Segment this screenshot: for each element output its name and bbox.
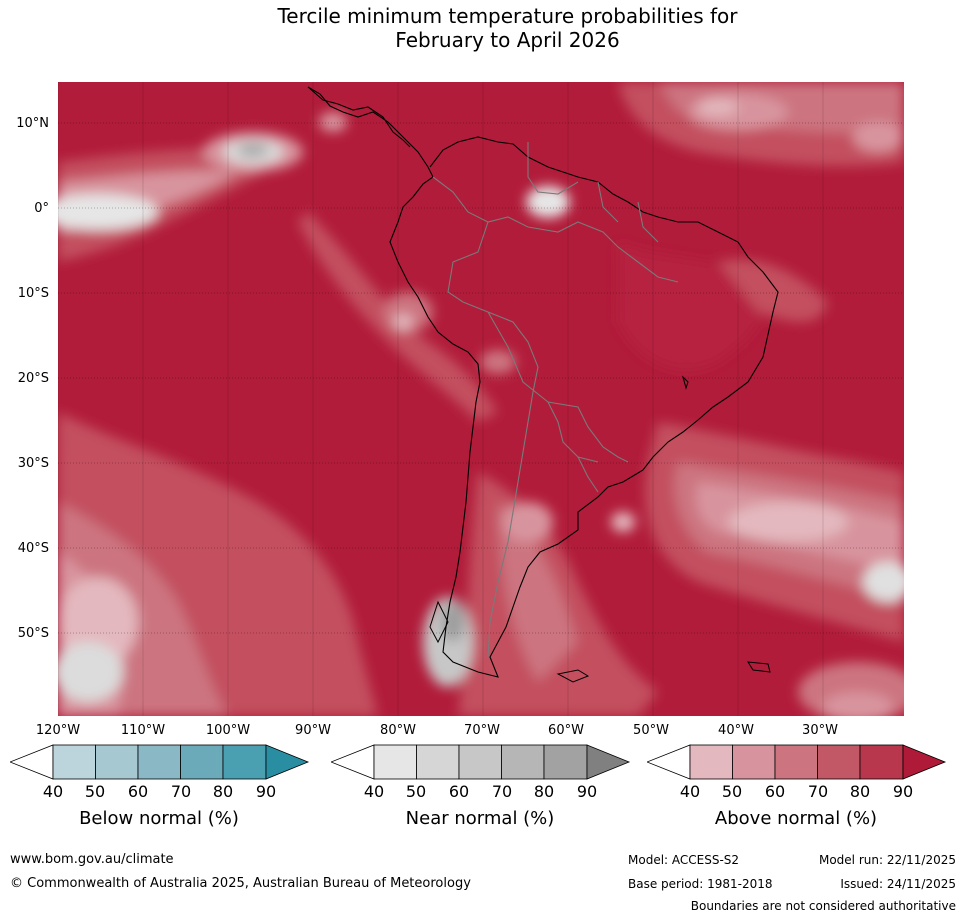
colorbar-title-above: Above normal (%) <box>714 808 878 829</box>
colorbar-above-normal <box>647 744 947 780</box>
swatch-above-3 <box>817 744 861 780</box>
lat-label: 40°S <box>17 541 49 556</box>
swatch-near-4 <box>543 744 588 780</box>
swatch-near-2 <box>458 744 502 780</box>
colorbar-title-below: Below normal (%) <box>79 808 239 829</box>
boundary-disclaimer: Boundaries are not considered authoritat… <box>690 899 956 913</box>
colorbar-below-svg <box>10 744 310 780</box>
lon-label: 60°W <box>548 723 584 738</box>
tick-above: 80 <box>849 782 871 801</box>
lon-label: 110°W <box>120 723 166 738</box>
tick-near: 90 <box>576 782 598 801</box>
model-name: Model: ACCESS-S2 <box>628 853 740 867</box>
tick-above: 50 <box>721 782 743 801</box>
swatch-near-3 <box>501 744 545 780</box>
lon-label: 50°W <box>633 723 669 738</box>
tick-near: 60 <box>448 782 470 801</box>
swatch-above-4 <box>859 744 904 780</box>
tick-near: 40 <box>363 782 385 801</box>
swatch-above-2 <box>774 744 818 780</box>
tick-near: 80 <box>533 782 555 801</box>
website-link[interactable]: www.bom.gov.au/climate <box>10 852 174 867</box>
tick-near: 70 <box>491 782 513 801</box>
swatch-near-5 <box>586 744 631 780</box>
title-line-1: Tercile minimum temperature probabilitie… <box>277 4 738 28</box>
swatch-above-5 <box>902 744 947 780</box>
lat-label: 0° <box>34 201 49 216</box>
swatch-below-1 <box>95 744 139 780</box>
swatch-below-3 <box>180 744 224 780</box>
issued-date: Issued: 24/11/2025 <box>840 877 956 891</box>
tick-near: 50 <box>405 782 427 801</box>
title-line-2: February to April 2026 <box>395 28 620 52</box>
swatch-below-4 <box>222 744 267 780</box>
country-borders <box>432 142 679 658</box>
probability-contours <box>58 82 904 716</box>
tick-below: 70 <box>170 782 192 801</box>
base-period: Base period: 1981-2018 <box>628 877 773 891</box>
chart-title: Tercile minimum temperature probabilitie… <box>0 4 965 52</box>
islands <box>429 375 771 683</box>
probability-map <box>58 82 904 716</box>
tick-below: 90 <box>255 782 277 801</box>
model-run-date: Model run: 22/11/2025 <box>818 853 956 867</box>
tick-above: 70 <box>807 782 829 801</box>
colorbar-below-normal <box>10 744 310 780</box>
lon-label: 40°W <box>718 723 754 738</box>
lat-label: 20°S <box>17 371 49 386</box>
tick-above: 40 <box>679 782 701 801</box>
lon-label: 70°W <box>464 723 500 738</box>
swatch-below-2 <box>137 744 181 780</box>
swatch-below-0 <box>52 744 96 780</box>
swatch-near-0 <box>373 744 417 780</box>
lon-label: 80°W <box>380 723 416 738</box>
lon-label: 30°W <box>802 723 838 738</box>
graticule <box>58 122 904 634</box>
tick-below: 60 <box>127 782 149 801</box>
lon-label: 120°W <box>35 723 81 738</box>
tick-below: 50 <box>84 782 106 801</box>
central-america-coastline <box>307 86 411 148</box>
tick-above: 90 <box>892 782 914 801</box>
tick-below: 40 <box>42 782 64 801</box>
tick-above: 60 <box>764 782 786 801</box>
swatch-below-5 <box>265 744 310 780</box>
meridians <box>58 82 824 716</box>
colorbar-near-normal <box>331 744 631 780</box>
copyright-text: © Commonwealth of Australia 2025, Austra… <box>10 876 471 891</box>
lon-label: 90°W <box>295 723 331 738</box>
lat-label: 30°S <box>17 456 49 471</box>
lon-label: 100°W <box>205 723 251 738</box>
colorbar-title-near: Near normal (%) <box>405 808 555 829</box>
south-america-coastline <box>307 86 779 678</box>
lat-label: 10°N <box>16 116 49 131</box>
lat-label: 50°S <box>17 626 49 641</box>
swatch-above-1 <box>732 744 776 780</box>
swatch-above-0 <box>689 744 733 780</box>
swatch-near-1 <box>416 744 460 780</box>
lat-label: 10°S <box>17 286 49 301</box>
tick-below: 80 <box>212 782 234 801</box>
colorbar-above-svg <box>647 744 947 780</box>
colorbar-near-svg <box>331 744 631 780</box>
